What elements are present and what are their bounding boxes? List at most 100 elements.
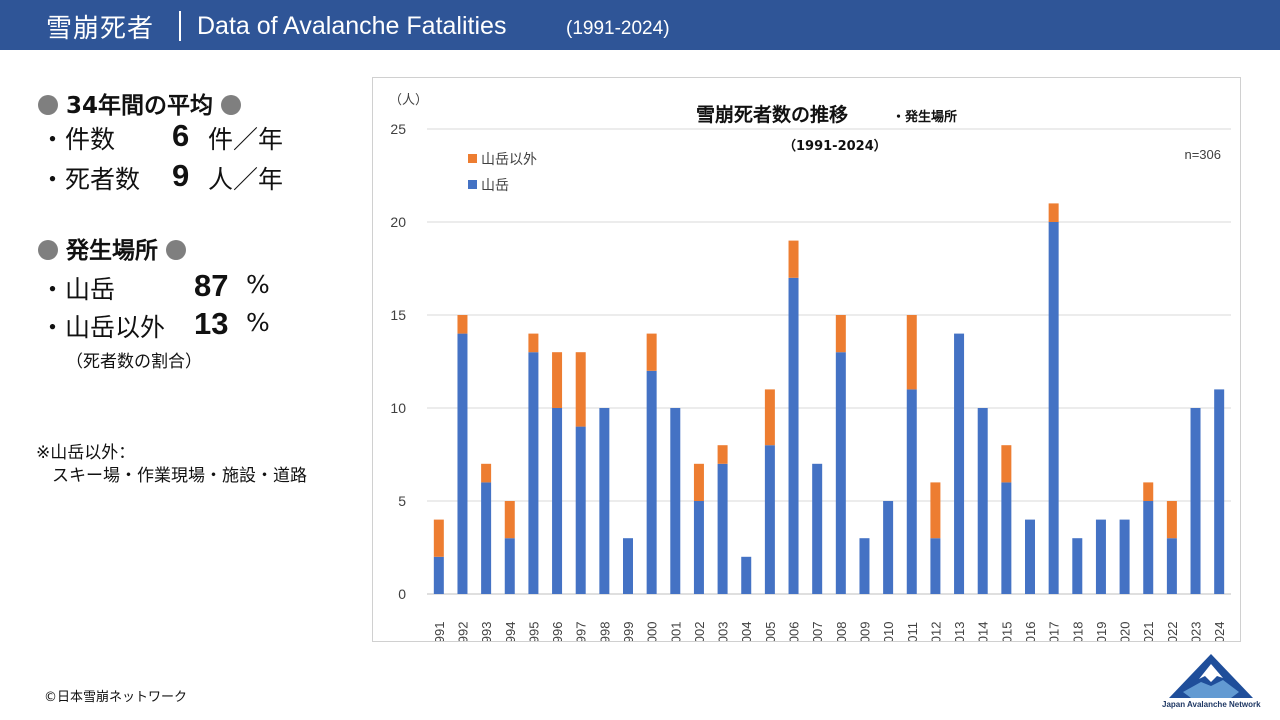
x-tick-label: 1991 (432, 622, 447, 641)
y-tick-label: 5 (398, 493, 406, 509)
bar-other (835, 315, 846, 353)
x-tick-label: 2015 (999, 622, 1014, 641)
mountain-unit: % (246, 270, 270, 299)
n-label: n=306 (1184, 147, 1221, 162)
bar-mountain (812, 463, 823, 594)
bar-mountain (1214, 389, 1225, 594)
bar-mountain (552, 408, 563, 594)
bar-other (528, 333, 539, 353)
bar-other (717, 445, 728, 464)
x-tick-label: 2007 (810, 622, 825, 641)
jan-logo-icon (1169, 654, 1253, 698)
y-unit-label: （人） (389, 93, 428, 108)
x-tick-label: 2022 (1165, 622, 1180, 641)
header-title-jp: 雪崩死者 (46, 14, 155, 44)
bar-mountain (741, 556, 752, 594)
bar-other (1166, 501, 1177, 539)
bar-mountain (977, 408, 988, 594)
footnote-line1: ※山岳以外： (36, 443, 136, 463)
y-tick-label: 15 (390, 307, 406, 323)
bar-other (764, 389, 775, 446)
bar-mountain (670, 408, 681, 594)
bar-mountain (1166, 538, 1177, 594)
header-bar: 雪崩死者 Data of Avalanche Fatalities (1991-… (0, 0, 1280, 50)
copyright: ©日本雪崩ネットワーク (44, 690, 188, 705)
bar-mountain (433, 556, 444, 594)
x-tick-label: 1998 (597, 622, 612, 641)
x-tick-label: 2003 (716, 622, 731, 641)
bar-mountain (1190, 408, 1201, 594)
other-label: ・山岳以外 (40, 313, 166, 342)
legend-label: 山岳 (481, 178, 509, 194)
bar-mountain (1048, 222, 1059, 594)
bar-mountain (1001, 482, 1012, 594)
y-tick-label: 0 (398, 586, 406, 602)
x-tick-label: 2004 (739, 622, 754, 641)
x-tick-label: 2016 (1023, 622, 1038, 641)
bar-mountain (646, 370, 657, 594)
x-tick-label: 2005 (763, 622, 778, 641)
bar-other (1001, 445, 1012, 483)
bar-mountain (457, 333, 468, 594)
footnote-line2: スキー場・作業現場・施設・道路 (52, 466, 307, 486)
x-tick-label: 2013 (952, 622, 967, 641)
bar-mountain (1119, 519, 1130, 594)
bar-mountain (859, 538, 870, 594)
location-title: 発生場所 (66, 238, 159, 264)
x-tick-label: 2012 (928, 622, 943, 641)
count-value: 6 (172, 118, 190, 153)
bullet-dot-icon (38, 95, 58, 115)
header-title-en: Data of Avalanche Fatalities (197, 12, 507, 40)
bar-mountain (1072, 538, 1083, 594)
count-unit: 件／年 (208, 125, 284, 154)
x-tick-label: 2002 (692, 622, 707, 641)
chart-title: 雪崩死者数の推移 (696, 103, 848, 126)
mountain-value: 87 (194, 268, 229, 303)
chart-title-suffix: ・発生場所 (892, 109, 957, 125)
y-tick-label: 10 (390, 400, 406, 416)
bar-other (788, 240, 799, 278)
bar-other (504, 501, 515, 539)
x-tick-label: 2020 (1118, 622, 1133, 641)
deaths-label: ・死者数 (40, 165, 141, 194)
legend-swatch (468, 154, 477, 163)
x-tick-label: 1999 (621, 622, 636, 641)
bullet-dot-icon (221, 95, 242, 115)
x-tick-label: 2019 (1094, 622, 1109, 641)
x-tick-label: 1995 (526, 622, 541, 641)
chart-frame: 0 5 10 15 20 25 （人） 雪崩死者数の推移 ・発生場所 （1991-2024） n=3… (372, 77, 1241, 650)
other-value: 13 (194, 306, 229, 341)
bullet-dot-icon (38, 240, 58, 260)
bar-mountain (623, 538, 633, 594)
bar-chart: 0 5 10 15 20 25 （人） 雪崩死者数の推移 ・発生場所 （1991-2024） n=3… (389, 93, 1231, 650)
chart-subtitle: （1991-2024） (783, 138, 887, 154)
other-unit: % (246, 308, 270, 337)
x-tick-label: 2023 (1189, 622, 1204, 641)
y-tick-label: 20 (390, 214, 406, 230)
x-tick-label: 2018 (1070, 622, 1085, 641)
x-tick-label: 2017 (1047, 622, 1062, 641)
bar-other (693, 463, 704, 501)
y-tick-label: 25 (390, 121, 406, 137)
bar-other (930, 482, 941, 539)
header-separator (179, 11, 181, 41)
count-label: ・件数 (40, 125, 116, 154)
x-tick-label: 2006 (787, 622, 802, 641)
bar-mountain (930, 538, 941, 594)
bar-other (1048, 203, 1059, 222)
bar-mountain (1025, 519, 1035, 594)
header-years: (1991-2024) (566, 18, 670, 39)
bar-mountain (788, 277, 799, 594)
x-tick-label: 1993 (479, 622, 494, 641)
bar-other (1143, 482, 1154, 501)
bar-other (481, 463, 492, 483)
x-tick-label: 2008 (834, 622, 849, 641)
x-tick-label: 1997 (574, 622, 589, 641)
legend-label: 山岳以外 (481, 152, 537, 168)
bar-mountain (1143, 501, 1154, 594)
deaths-unit: 人／年 (208, 165, 284, 194)
bar-mountain (906, 389, 917, 594)
x-tick-label: 2000 (645, 622, 660, 641)
bar-other (575, 352, 586, 427)
legend-swatch (468, 180, 477, 189)
